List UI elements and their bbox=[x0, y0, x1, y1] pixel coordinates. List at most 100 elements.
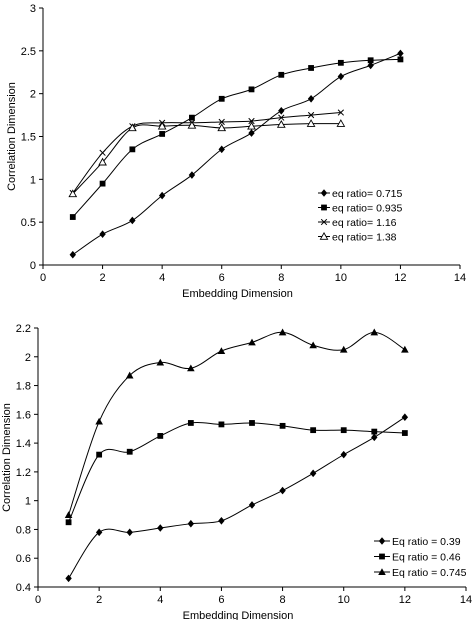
x-tick-label: 6 bbox=[219, 272, 225, 284]
data-point bbox=[187, 364, 195, 372]
data-point bbox=[248, 86, 255, 93]
x-tick-label: 4 bbox=[157, 594, 163, 606]
data-point bbox=[126, 448, 133, 455]
data-point bbox=[248, 338, 256, 346]
data-point bbox=[276, 119, 286, 128]
data-point bbox=[158, 191, 166, 200]
y-axis-title: Correlation Dimension bbox=[1, 403, 13, 512]
data-point bbox=[218, 421, 225, 428]
series-line bbox=[68, 421, 405, 523]
chart-2: 0 2 4 6 8 10 12 14 0.4 0.6 0.8 1 1.2 1.4 1.6 1.8 2 2.2 Emb… bbox=[1, 323, 472, 620]
series-line bbox=[72, 112, 341, 194]
y-axis-title: Correlation Dimension bbox=[6, 82, 18, 191]
data-point bbox=[337, 72, 345, 81]
y-tick-label: 0.8 bbox=[16, 524, 31, 536]
data-point bbox=[308, 65, 314, 71]
data-point bbox=[187, 519, 195, 528]
data-point bbox=[279, 422, 286, 429]
legend-marker bbox=[320, 218, 328, 226]
data-point bbox=[337, 59, 344, 66]
data-point bbox=[95, 528, 103, 537]
data-point bbox=[69, 250, 76, 259]
legend-label: Eq ratio = 0.46 bbox=[392, 552, 461, 564]
y-tick-label: 1.6 bbox=[16, 409, 31, 421]
data-point bbox=[98, 157, 107, 166]
data-point bbox=[159, 131, 166, 137]
data-point bbox=[187, 420, 194, 426]
data-point bbox=[99, 180, 106, 187]
series-4 bbox=[68, 119, 346, 198]
series-1 bbox=[69, 49, 404, 259]
series-2 bbox=[65, 420, 408, 526]
data-point bbox=[187, 120, 197, 129]
legend-label: eq ratio= 0.935 bbox=[332, 203, 403, 215]
y-tick-label: 1.4 bbox=[16, 438, 31, 450]
legend-marker bbox=[378, 537, 386, 545]
y-tick-label: 1 bbox=[25, 496, 31, 508]
x-tick-label: 8 bbox=[278, 272, 284, 284]
data-point bbox=[96, 451, 103, 458]
data-point bbox=[309, 469, 317, 478]
legend-marker bbox=[319, 231, 329, 240]
data-point bbox=[336, 119, 346, 127]
series-line bbox=[72, 123, 341, 195]
x-axis-title: Embedding Dimension bbox=[182, 288, 293, 300]
legend-label: eq ratio= 0.715 bbox=[332, 188, 403, 200]
y-tick-label: 1.8 bbox=[16, 381, 31, 393]
x-tick-label: 10 bbox=[338, 594, 350, 606]
data-point bbox=[218, 95, 225, 102]
data-point bbox=[279, 486, 286, 495]
data-point bbox=[95, 417, 103, 425]
data-point bbox=[340, 427, 347, 434]
legend: Eq ratio = 0.39 Eq ratio = 0.46 Eq ratio =… bbox=[374, 536, 467, 579]
y-tick-label: 2 bbox=[30, 89, 36, 101]
data-point bbox=[248, 117, 255, 125]
y-tick-label: 2 bbox=[25, 352, 31, 364]
data-point bbox=[65, 519, 72, 526]
data-point bbox=[217, 123, 227, 132]
data-point bbox=[157, 433, 164, 439]
x-tick-label: 14 bbox=[460, 594, 472, 606]
data-point bbox=[367, 57, 374, 64]
data-point bbox=[397, 49, 404, 58]
data-point bbox=[189, 114, 195, 121]
data-point bbox=[68, 189, 78, 198]
x-tick-label: 14 bbox=[454, 272, 466, 284]
data-point bbox=[340, 450, 347, 459]
x-tick-label: 8 bbox=[280, 594, 286, 606]
data-point bbox=[127, 123, 137, 132]
legend-marker bbox=[378, 568, 386, 575]
x-tick-label: 0 bbox=[35, 594, 41, 606]
data-point bbox=[278, 328, 287, 336]
legend-marker bbox=[320, 189, 328, 197]
y-tick-label: 1.5 bbox=[21, 132, 36, 144]
data-point bbox=[370, 328, 379, 336]
x-tick-label: 6 bbox=[218, 594, 224, 606]
data-point bbox=[401, 413, 409, 422]
legend-label: Eq ratio = 0.39 bbox=[392, 536, 461, 548]
data-point bbox=[157, 121, 167, 130]
legend-label: eq ratio= 1.38 bbox=[332, 232, 397, 244]
data-point bbox=[307, 111, 315, 119]
data-point bbox=[156, 358, 165, 366]
data-point bbox=[218, 517, 225, 525]
y-tick-label: 0.5 bbox=[21, 217, 36, 229]
y-tick-label: 1.2 bbox=[16, 467, 31, 479]
data-point bbox=[218, 118, 225, 126]
series-3 bbox=[69, 109, 345, 197]
data-point bbox=[188, 171, 196, 179]
y-tick-label: 0.6 bbox=[16, 553, 31, 565]
data-point bbox=[129, 216, 136, 225]
y-tick-label: 3 bbox=[30, 3, 36, 15]
data-point bbox=[309, 341, 317, 349]
y-tick-label: 2.2 bbox=[16, 323, 31, 335]
x-tick-label: 2 bbox=[96, 594, 102, 606]
x-tick-label: 12 bbox=[399, 594, 411, 606]
series-2 bbox=[69, 56, 404, 220]
y-tick-label: 0.4 bbox=[16, 582, 31, 594]
data-point bbox=[99, 230, 106, 238]
x-tick-label: 2 bbox=[100, 272, 106, 284]
data-point bbox=[401, 430, 408, 436]
data-point bbox=[306, 119, 316, 127]
